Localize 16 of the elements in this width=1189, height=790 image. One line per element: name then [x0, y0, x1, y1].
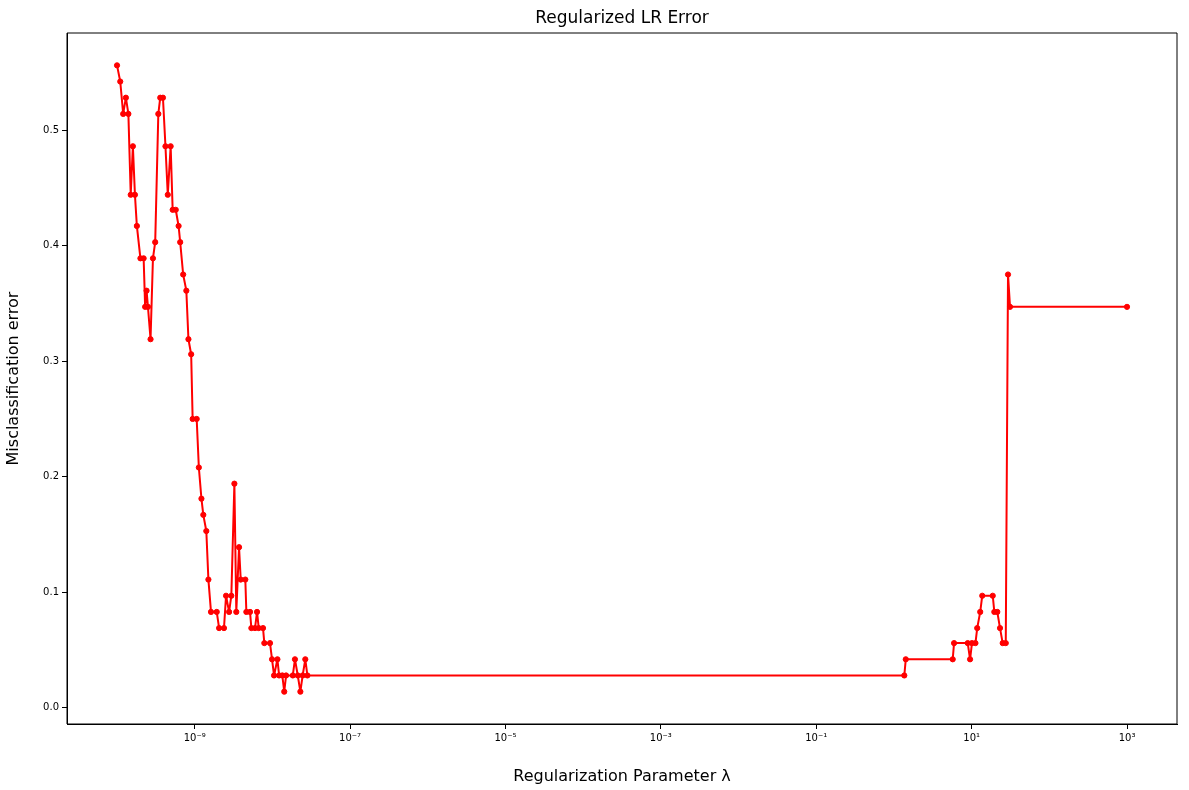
x-tick-label: 10⁻⁷: [339, 731, 362, 743]
x-axis-title: Regularization Parameter λ: [513, 765, 731, 785]
y-tick-label: 0.3: [43, 354, 59, 366]
x-tick-label: 10³: [1118, 731, 1136, 743]
y-axis-title: Misclassification error: [2, 291, 22, 466]
x-tick-label: 10⁻⁹: [183, 731, 206, 743]
x-tick-label: 10⁻³: [649, 731, 672, 743]
y-tick-label: 0.1: [43, 585, 59, 597]
x-tick-label: 10⁻¹: [805, 731, 828, 743]
chart-title: Regularized LR Error: [535, 6, 709, 27]
y-tick-label: 0.5: [43, 123, 59, 135]
x-tick-label: 10¹: [963, 731, 980, 743]
y-tick-label: 0.2: [43, 470, 59, 482]
y-tick-label: 0.4: [43, 239, 59, 251]
y-tick-label: 0.0: [43, 701, 59, 713]
x-tick-label: 10⁻⁵: [494, 731, 517, 743]
